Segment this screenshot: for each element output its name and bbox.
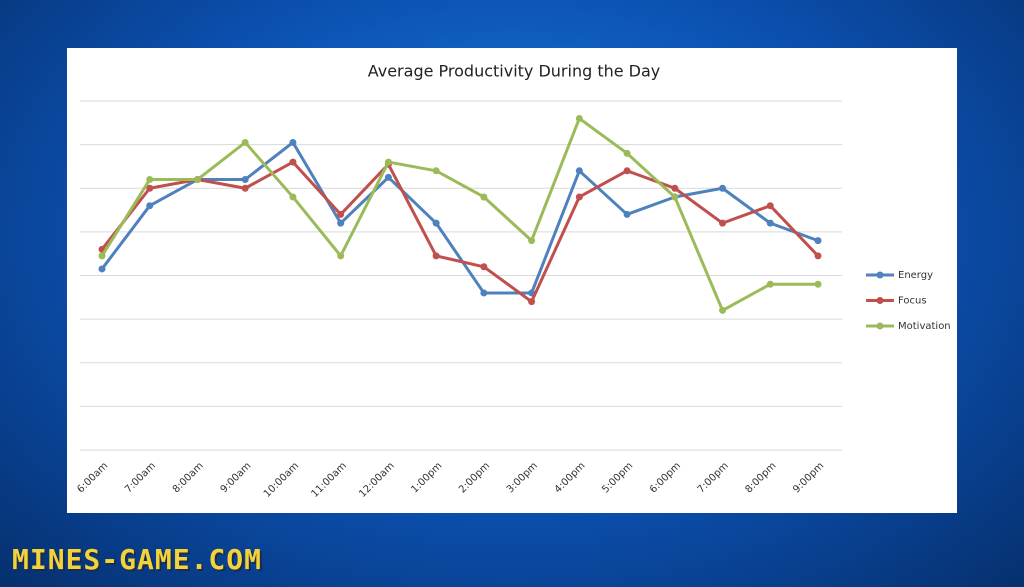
point xyxy=(480,193,488,201)
point xyxy=(480,263,488,271)
point xyxy=(289,138,297,146)
point xyxy=(623,167,631,175)
chart-title: Average Productivity During the Day xyxy=(368,62,661,81)
point xyxy=(241,138,249,146)
point xyxy=(146,184,154,192)
point xyxy=(528,237,536,245)
series-line xyxy=(100,140,819,295)
point xyxy=(814,237,822,245)
point xyxy=(575,193,583,201)
point xyxy=(289,158,297,166)
point xyxy=(98,265,106,273)
point xyxy=(671,184,679,192)
point xyxy=(384,173,392,181)
point xyxy=(337,219,345,227)
point xyxy=(384,158,392,166)
legend-label: Focus xyxy=(898,296,927,307)
point xyxy=(719,184,727,192)
point xyxy=(146,202,154,210)
point xyxy=(193,176,201,184)
point xyxy=(766,219,774,227)
point xyxy=(289,193,297,201)
chart-panel xyxy=(67,48,957,513)
point xyxy=(432,219,440,227)
point xyxy=(337,210,345,218)
legend-marker xyxy=(876,271,884,279)
point xyxy=(575,167,583,175)
point xyxy=(146,176,154,184)
point xyxy=(480,289,488,297)
point xyxy=(98,252,106,260)
series-line xyxy=(100,116,818,312)
point xyxy=(528,298,536,306)
legend-marker xyxy=(876,322,884,330)
legend-marker xyxy=(876,297,884,304)
point xyxy=(337,252,345,260)
series-line xyxy=(100,160,820,304)
point xyxy=(814,280,822,288)
point xyxy=(719,306,727,314)
point xyxy=(671,193,679,201)
point xyxy=(241,176,249,184)
watermark: MINES-GAME.COM xyxy=(12,543,263,576)
point xyxy=(766,280,774,288)
point xyxy=(241,184,249,192)
legend-label: Energy xyxy=(898,270,933,281)
point xyxy=(432,252,440,260)
point xyxy=(814,252,822,260)
point xyxy=(575,114,583,122)
point xyxy=(623,149,631,157)
point xyxy=(623,210,631,218)
point xyxy=(432,167,440,175)
point xyxy=(719,219,727,227)
legend-label: Motivation xyxy=(898,321,951,332)
point xyxy=(766,202,774,210)
